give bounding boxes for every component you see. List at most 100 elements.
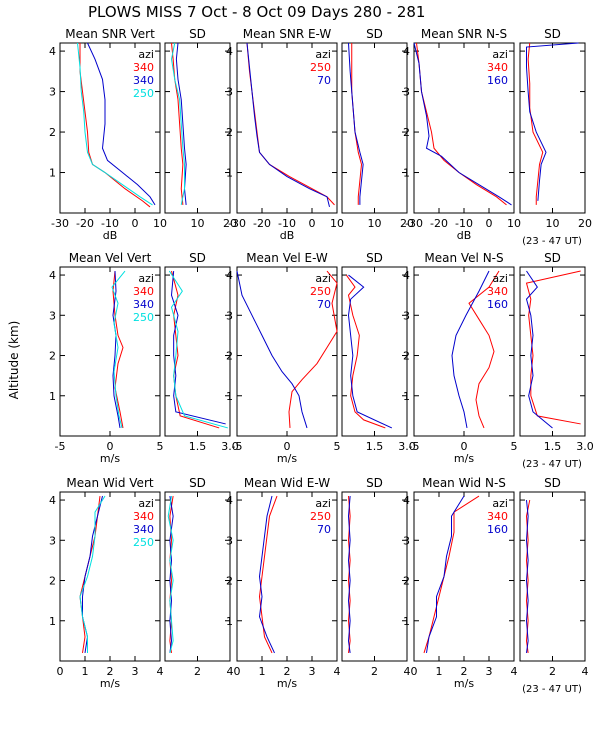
legend-entry: 340 [133,510,154,523]
series-line-160 [413,42,512,206]
y-tick-label: 2 [49,575,56,588]
panel-title: Mean SNR N-S [421,27,507,41]
series-line-250 [79,495,106,653]
legend-entry: 160 [487,74,508,87]
legend-entry: 250 [310,285,331,298]
y-tick-label: 3 [49,309,56,322]
plot-frame [341,491,408,662]
y-tick-label: 1 [49,615,56,628]
series-line-70 [347,495,351,654]
x-tick-label: 3.0 [576,440,594,453]
x-tick-label: 10 [191,217,205,230]
x-tick-label: 10 [330,217,344,230]
legend-entry: 160 [487,523,508,536]
series-line-340 [525,270,581,425]
x-tick-label: 0 [234,665,241,678]
y-tick-label: 1 [226,167,233,180]
series-line-250 [351,43,363,205]
x-tick-label: -20 [76,217,94,230]
x-tick-label: 0 [461,440,468,453]
series-line-250 [288,270,338,428]
x-tick-label: 0 [57,665,64,678]
x-tick-label: 2 [107,665,114,678]
series-line-160 [525,499,529,654]
panel-title: SD [366,476,383,490]
y-tick-label: 3 [403,534,410,547]
series-line-340 [171,42,184,205]
y-tick-label: 2 [226,126,233,139]
series-line-160 [426,495,465,654]
series-line-340 [169,495,174,654]
x-tick-label: -10 [101,217,119,230]
panels: Mean SNR Vert-30 -20 -10 0 101234dBazi340340… [49,27,594,695]
panel-18: SD 2 4 [519,476,589,678]
legend-header: azi [492,497,508,510]
x-tick-label: 3 [132,665,139,678]
series-line-340 [112,270,121,429]
legend-entry: 340 [133,61,154,74]
y-tick-label: 1 [49,390,56,403]
panel-16: SD 2 4 [341,476,411,678]
y-tick-label: 4 [49,494,56,507]
plot-frame [519,491,586,662]
panel-title: SD [366,251,383,265]
panel-title: Mean Wid N-S [422,476,506,490]
x-tick-label: 4 [334,665,341,678]
series-line-340 [171,270,220,429]
x-tick-label: 2 [284,665,291,678]
x-tick-label: 3 [486,665,493,678]
legend-entry: 340 [487,61,508,74]
series-line-340 [169,495,174,654]
y-tick-label: 1 [226,615,233,628]
legend-entry: 340 [487,510,508,523]
legend-entry: 250 [133,87,154,100]
x-tick-label: -10 [455,217,473,230]
x-tick-label: -5 [409,440,420,453]
panel-title: SD [544,251,561,265]
x-tick-label: 10 [546,217,560,230]
x-tick-label: -5 [55,440,66,453]
y-tick-label: 2 [403,350,410,363]
y-tick-label: 1 [226,390,233,403]
x-tick-label: 0 [486,217,493,230]
y-tick-label: 2 [226,350,233,363]
x-tick-label: 3.0 [398,440,416,453]
legend-entry: 70 [317,74,331,87]
y-tick-label: 3 [403,86,410,99]
x-axis-label: m/s [454,677,474,690]
x-axis-label: m/s [277,452,297,465]
x-tick-label: 3 [309,665,316,678]
series-line-70 [246,42,330,208]
panel-title: Mean Wid Vert [66,476,153,490]
y-tick-label: 2 [403,126,410,139]
series-line-340 [525,499,531,654]
y-tick-label: 3 [226,86,233,99]
y-tick-label: 3 [403,309,410,322]
legend-header: azi [138,48,154,61]
legend-entry: 340 [133,285,154,298]
series-line-160 [451,270,490,429]
legend-header: azi [315,497,331,510]
legend-entry: 340 [487,285,508,298]
x-axis-label: m/s [100,677,120,690]
series-line-70 [236,270,308,429]
x-axis-label: m/s [100,452,120,465]
y-tick-label: 4 [403,494,410,507]
y-tick-label: 1 [403,390,410,403]
legend-header: azi [492,272,508,285]
x-axis-label: m/s [277,677,297,690]
y-tick-label: 4 [49,269,56,282]
x-tick-label: 10 [368,217,382,230]
series-line-250 [345,274,386,429]
panel-title: SD [544,27,561,41]
x-tick-label: 1 [436,665,443,678]
x-tick-label: 0 [309,217,316,230]
x-tick-label: -30 [228,217,246,230]
x-tick-label: 2 [549,665,556,678]
panel-2: SD 10 20 [164,27,237,230]
x-tick-label: 4 [227,665,234,678]
series-line-250 [77,42,153,206]
